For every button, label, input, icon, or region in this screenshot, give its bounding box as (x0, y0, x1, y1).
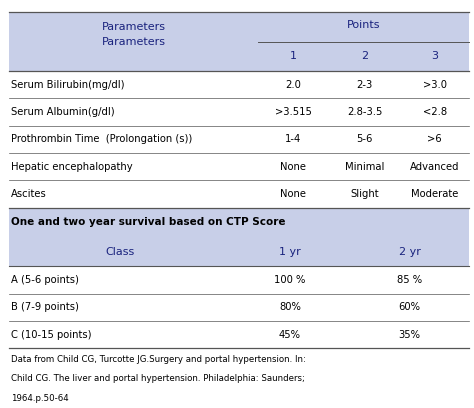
Text: Hepatic encephalopathy: Hepatic encephalopathy (11, 162, 133, 172)
Text: 1964.p.50-64: 1964.p.50-64 (11, 394, 69, 403)
Bar (9, 12, 469, 42)
Text: 1: 1 (290, 51, 297, 61)
Bar (9, 42, 469, 71)
Bar (9, 71, 469, 98)
Text: Data from Child CG, Turcotte JG.Surgery and portal hypertension. In:: Data from Child CG, Turcotte JG.Surgery … (11, 355, 306, 364)
Text: None: None (281, 162, 306, 172)
Text: >3.515: >3.515 (275, 107, 312, 117)
Text: >3.0: >3.0 (423, 80, 447, 90)
Bar (9, 180, 469, 208)
Text: >6: >6 (428, 134, 442, 144)
Text: Minimal: Minimal (345, 162, 384, 172)
Text: 80%: 80% (279, 302, 301, 313)
Text: Moderate: Moderate (411, 189, 458, 199)
Text: Points: Points (347, 20, 380, 31)
Text: 1-4: 1-4 (285, 134, 301, 144)
Text: 2-3: 2-3 (356, 80, 373, 90)
Text: Class: Class (105, 247, 135, 257)
Text: <2.8: <2.8 (423, 107, 447, 117)
Text: Ascites: Ascites (11, 189, 47, 199)
Text: A (5-6 points): A (5-6 points) (11, 275, 79, 285)
Text: Prothrombin Time  (Prolongation (s)): Prothrombin Time (Prolongation (s)) (11, 134, 192, 144)
Text: Serum Albumin(g/dl): Serum Albumin(g/dl) (11, 107, 115, 117)
Text: C (10-15 points): C (10-15 points) (11, 330, 92, 340)
Text: 2.0: 2.0 (285, 80, 301, 90)
Bar (9, 266, 469, 294)
Text: 85 %: 85 % (397, 275, 422, 285)
Text: 2 yr: 2 yr (399, 247, 420, 257)
Bar (9, 98, 469, 126)
Text: 35%: 35% (399, 330, 420, 340)
Text: Serum Bilirubin(mg/dl): Serum Bilirubin(mg/dl) (11, 80, 125, 90)
Text: 2: 2 (361, 51, 368, 61)
Text: None: None (281, 189, 306, 199)
Text: Child CG. The liver and portal hypertension. Philadelphia: Saunders;: Child CG. The liver and portal hypertens… (11, 374, 305, 383)
Text: Parameters: Parameters (101, 37, 165, 47)
Text: Advanced: Advanced (410, 162, 459, 172)
Text: 45%: 45% (279, 330, 301, 340)
Text: 60%: 60% (399, 302, 420, 313)
Bar (9, 237, 469, 266)
Text: 100 %: 100 % (274, 275, 306, 285)
Text: One and two year survival based on CTP Score: One and two year survival based on CTP S… (11, 217, 286, 227)
Bar (9, 12, 258, 71)
Text: 3: 3 (431, 51, 438, 61)
Text: B (7-9 points): B (7-9 points) (11, 302, 79, 313)
Text: 2.8-3.5: 2.8-3.5 (347, 107, 383, 117)
Text: 5-6: 5-6 (356, 134, 373, 144)
Bar (9, 294, 469, 321)
Bar (9, 126, 469, 153)
Bar (9, 153, 469, 180)
Text: Parameters: Parameters (101, 22, 165, 32)
Text: 1 yr: 1 yr (279, 247, 301, 257)
Bar (9, 208, 469, 237)
Bar (9, 321, 469, 348)
Text: Slight: Slight (350, 189, 379, 199)
